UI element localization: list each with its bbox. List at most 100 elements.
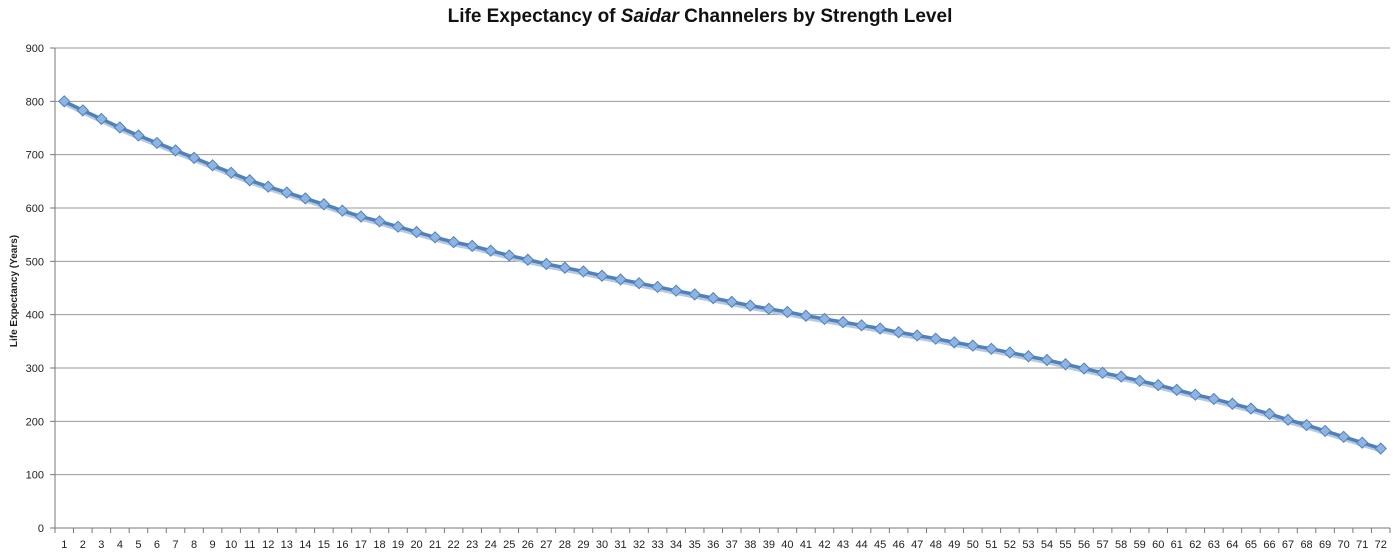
x-tick-label: 15 [318, 539, 330, 551]
x-tick-label: 42 [818, 539, 830, 551]
data-point [484, 244, 497, 257]
data-point [744, 299, 757, 312]
y-tick-label: 600 [26, 203, 44, 215]
data-point [187, 151, 201, 165]
data-point [391, 220, 405, 233]
data-point [428, 231, 442, 244]
x-tick-label: 64 [1226, 539, 1238, 551]
x-tick-label: 60 [1152, 539, 1164, 551]
data-point [1226, 397, 1239, 410]
y-tick-label: 300 [26, 363, 44, 375]
x-tick-label: 6 [154, 539, 160, 551]
x-tick-label: 45 [874, 539, 886, 551]
x-tick-label: 47 [911, 539, 923, 551]
data-point [540, 257, 553, 271]
data-point [1263, 407, 1276, 421]
data-point [725, 295, 738, 309]
data-point [336, 204, 349, 217]
data-point [113, 121, 127, 134]
x-tick-label: 8 [191, 539, 197, 551]
y-tick-label: 800 [26, 96, 44, 108]
x-tick-label: 9 [210, 539, 216, 551]
data-point [781, 305, 794, 319]
x-tick-labels: 1 2 3 4 5 6 7 8 9 10 11 12 13 14 15 16 17 18 19 20 21 22 23 24 2… [61, 539, 1387, 551]
x-tick-label: 11 [244, 539, 255, 551]
data-point [150, 136, 164, 150]
axes [50, 47, 1391, 533]
y-tick-label: 0 [38, 523, 44, 535]
data-point [58, 95, 71, 108]
data-point [1300, 418, 1313, 432]
x-tick-label: 35 [689, 539, 701, 551]
x-tick-label: 61 [1171, 539, 1183, 551]
data-point [1337, 430, 1350, 444]
data-point [910, 329, 924, 342]
data-point [1114, 370, 1128, 383]
data-point [95, 112, 108, 126]
data-point [1152, 378, 1165, 392]
x-tick-label: 33 [651, 539, 663, 551]
x-tick-label: 22 [448, 539, 460, 551]
data-point [892, 326, 905, 339]
x-tick-label: 36 [707, 539, 719, 551]
x-tick-label: 18 [373, 539, 385, 551]
x-tick-label: 62 [1189, 539, 1201, 551]
x-tick-label: 40 [781, 539, 793, 551]
data-point [836, 315, 850, 329]
data-point [373, 215, 386, 228]
data-point [688, 288, 701, 301]
data-point [280, 186, 293, 199]
x-tick-label: 65 [1245, 539, 1257, 551]
data-point [1133, 374, 1146, 388]
data-point [503, 249, 516, 262]
data-point [224, 166, 238, 180]
x-tick-label: 56 [1078, 539, 1090, 551]
y-tick-labels: 0 100 200 300 400 500 600 700 800 900 [26, 43, 44, 535]
data-point [447, 235, 460, 249]
data-point [614, 273, 627, 286]
chart-title: Life Expectancy of Saidar Channelers by … [0, 6, 1400, 28]
x-tick-label: 53 [1022, 539, 1034, 551]
x-tick-label: 44 [855, 539, 867, 551]
chart-title-after: Channelers by Strength Level [678, 6, 953, 27]
gridlines [55, 47, 1390, 476]
data-point [632, 276, 646, 290]
data-point [762, 302, 776, 316]
y-tick-label: 100 [26, 470, 44, 482]
x-tick-label: 29 [577, 539, 589, 551]
x-tick-label: 31 [614, 539, 626, 551]
x-tick-label: 63 [1208, 539, 1220, 551]
x-tick-label: 68 [1300, 539, 1312, 551]
x-tick-label: 55 [1059, 539, 1071, 551]
data-point [873, 322, 887, 335]
x-tick-label: 23 [466, 539, 478, 551]
x-tick-label: 37 [726, 539, 738, 551]
x-tick-label: 24 [485, 539, 497, 551]
y-tick-label: 500 [26, 256, 44, 268]
x-tick-label: 72 [1375, 539, 1387, 551]
y-tick-label: 200 [26, 416, 44, 428]
data-point [1281, 413, 1295, 426]
data-point [966, 339, 980, 352]
x-tick-label: 46 [893, 539, 905, 551]
x-tick-label: 41 [800, 539, 812, 551]
data-point [1003, 346, 1017, 359]
x-tick-label: 57 [1096, 539, 1108, 551]
data-point [948, 336, 961, 349]
data-point [1040, 353, 1054, 367]
x-tick-label: 13 [281, 539, 293, 551]
y-tick-label: 700 [26, 150, 44, 162]
x-tick-label: 19 [392, 539, 404, 551]
x-tick-label: 58 [1115, 539, 1127, 551]
data-point [169, 144, 182, 157]
data-point [577, 265, 590, 278]
data-point [1244, 402, 1258, 415]
data-point [1207, 392, 1221, 406]
x-tick-label: 3 [98, 539, 104, 551]
x-tick-label: 39 [763, 539, 775, 551]
x-tick-label: 49 [948, 539, 960, 551]
x-tick-label: 30 [596, 539, 608, 551]
x-tick-label: 17 [355, 539, 367, 551]
x-tick-label: 43 [837, 539, 849, 551]
